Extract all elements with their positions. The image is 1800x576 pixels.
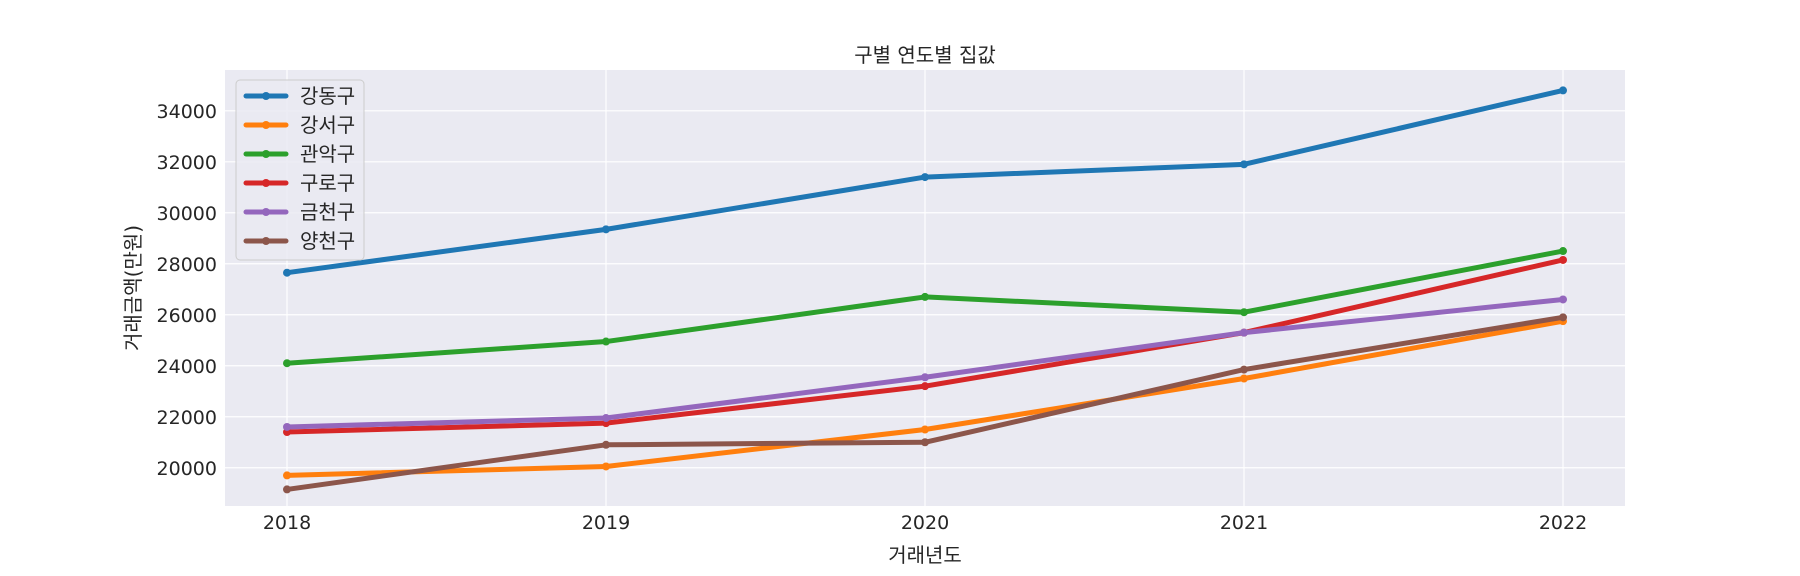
legend-label: 강서구 [300, 113, 355, 137]
x-tick-labels: 2018 2019 2020 2021 2022 [263, 512, 1587, 534]
data-point [283, 269, 291, 277]
legend-label: 관악구 [300, 142, 355, 166]
data-point [1559, 247, 1567, 255]
y-tick-label: 32000 [157, 152, 217, 174]
y-axis-label: 거래금액(만원) [121, 225, 145, 351]
legend-marker [262, 121, 270, 129]
legend-marker [262, 208, 270, 216]
x-tick-label: 2018 [263, 512, 311, 534]
legend-label: 금천구 [300, 200, 355, 224]
x-tick-label: 2021 [1220, 512, 1268, 534]
data-point [921, 373, 929, 381]
y-tick-label: 22000 [157, 407, 217, 429]
legend-label: 양천구 [300, 229, 355, 253]
x-tick-label: 2020 [901, 512, 949, 534]
chart-title: 구별 연도별 집값 [854, 43, 996, 67]
y-tick-label: 34000 [157, 101, 217, 123]
data-point [921, 438, 929, 446]
data-point [283, 485, 291, 493]
data-point [921, 173, 929, 181]
y-tick-label: 20000 [157, 458, 217, 480]
data-point [1559, 86, 1567, 94]
legend-label: 구로구 [300, 171, 355, 195]
data-point [1240, 308, 1248, 316]
data-point [1240, 375, 1248, 383]
data-point [1240, 160, 1248, 168]
data-point [1240, 366, 1248, 374]
data-point [602, 414, 610, 422]
y-tick-label: 26000 [157, 305, 217, 327]
data-point [921, 293, 929, 301]
legend-marker [262, 150, 270, 158]
legend-marker [262, 179, 270, 187]
legend-marker [262, 92, 270, 100]
data-point [921, 426, 929, 434]
data-point [1559, 295, 1567, 303]
data-point [283, 359, 291, 367]
y-tick-label: 24000 [157, 356, 217, 378]
data-point [602, 338, 610, 346]
data-point [1240, 329, 1248, 337]
data-point [602, 225, 610, 233]
y-tick-label: 30000 [157, 203, 217, 225]
y-tick-labels: 20000 22000 24000 26000 28000 30000 32000 34000 [157, 101, 217, 480]
legend-label: 강동구 [300, 84, 355, 108]
data-point [1559, 313, 1567, 321]
x-tick-label: 2019 [582, 512, 630, 534]
data-point [602, 462, 610, 470]
data-point [283, 471, 291, 479]
x-tick-label: 2022 [1539, 512, 1587, 534]
data-point [283, 423, 291, 431]
data-point [602, 441, 610, 449]
data-point [1559, 256, 1567, 264]
y-tick-label: 28000 [157, 254, 217, 276]
legend-marker [262, 237, 270, 245]
x-axis-label: 거래년도 [888, 543, 962, 567]
data-point [921, 382, 929, 390]
